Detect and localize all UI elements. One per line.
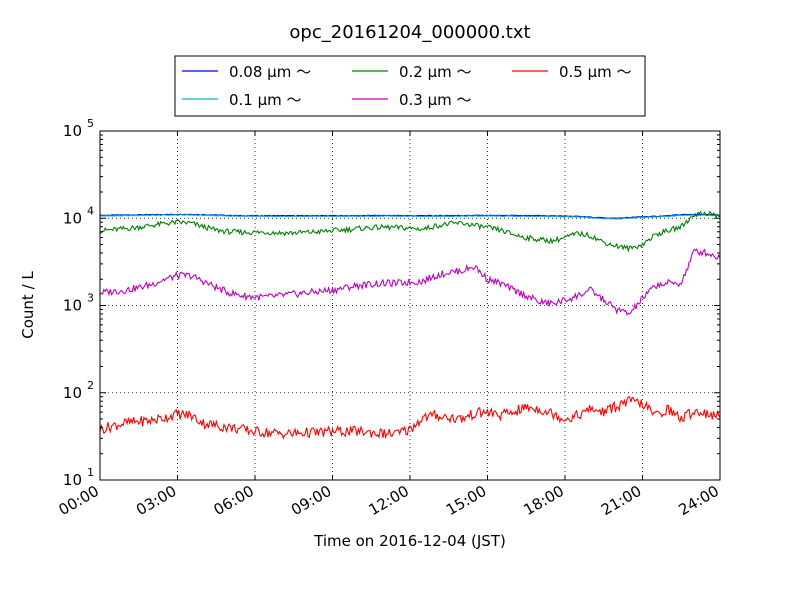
series-group <box>99 210 721 440</box>
y-axis: 10 1 10 2 10 3 10 4 10 5 <box>63 117 720 489</box>
legend-label: 0.1 μm ～ <box>229 91 302 109</box>
legend-item: 0.5 μm ～ <box>512 63 632 81</box>
legend-item: 0.3 μm ～ <box>352 91 472 109</box>
y-tick-label: 10 <box>63 471 82 489</box>
series-line <box>99 396 721 440</box>
y-tick-label: 10 <box>63 122 82 140</box>
y-tick-exponent: 3 <box>87 292 94 305</box>
legend-item: 0.1 μm ～ <box>182 91 302 109</box>
y-tick-label: 10 <box>63 384 82 402</box>
y-tick-exponent: 5 <box>87 117 94 130</box>
legend-label: 0.08 μm ～ <box>229 63 311 81</box>
x-axis-label: Time on 2016-12-04 (JST) <box>313 532 506 550</box>
legend-item: 0.2 μm ～ <box>352 63 472 81</box>
legend-item: 0.08 μm ～ <box>182 63 311 81</box>
legend: 0.08 μm ～ 0.1 μm ～ 0.2 μm ～ 0.3 μm ～ 0.5 μm … <box>174 55 646 117</box>
legend-label: 0.5 μm ～ <box>559 63 632 81</box>
y-tick-label: 10 <box>63 297 82 315</box>
y-tick-label: 10 <box>63 209 82 227</box>
y-tick-exponent: 4 <box>87 204 94 217</box>
series-line <box>99 210 721 253</box>
legend-label: 0.3 μm ～ <box>399 91 472 109</box>
legend-box <box>174 55 646 117</box>
series-line <box>99 214 721 220</box>
series-line <box>99 248 721 316</box>
y-tick-exponent: 2 <box>87 379 94 392</box>
y-tick-exponent: 1 <box>87 466 94 479</box>
y-axis-label: Count / L <box>19 271 37 339</box>
chart-title: opc_20161204_000000.txt <box>289 22 530 43</box>
legend-label: 0.2 μm ～ <box>399 63 472 81</box>
